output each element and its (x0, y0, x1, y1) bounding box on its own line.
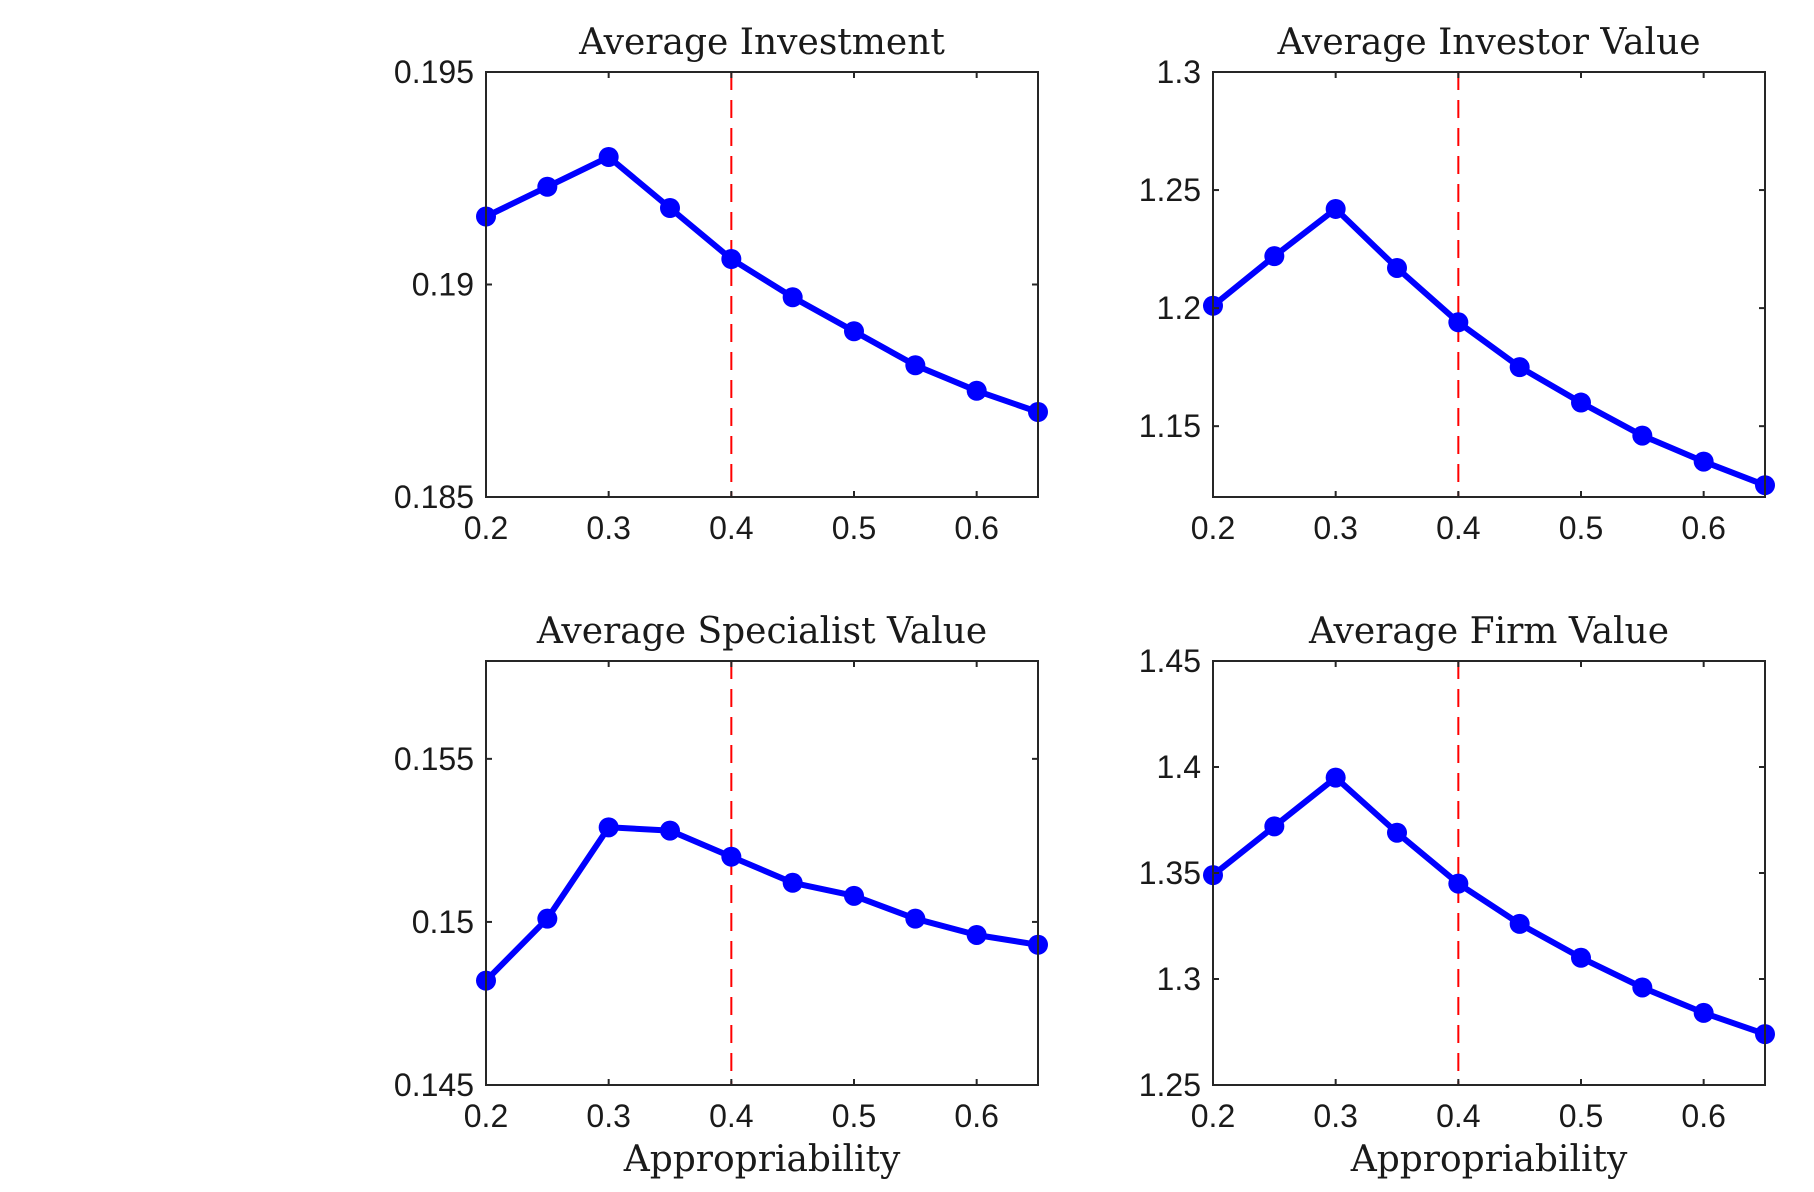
x-axis-label: Appropriability (623, 1139, 901, 1180)
data-point (1632, 425, 1653, 446)
data-point (905, 908, 926, 929)
y-tick-label: 1.35 (1139, 855, 1201, 891)
panel-title: Average Firm Value (1308, 611, 1669, 652)
y-tick-label: 1.2 (1157, 290, 1201, 326)
data-point (782, 872, 803, 893)
y-tick-label: 1.15 (1139, 408, 1201, 444)
panel-title: Average Investment (578, 22, 945, 63)
axes-box (1212, 71, 1766, 498)
x-tick-label: 0.2 (1191, 1098, 1235, 1134)
data-point (1264, 816, 1285, 837)
y-tick-label: 1.45 (1139, 643, 1201, 679)
data-point (1693, 451, 1714, 472)
y-tick-label: 1.3 (1157, 54, 1201, 90)
x-tick-label: 0.2 (464, 510, 508, 546)
x-tick-label: 0.6 (954, 1098, 998, 1134)
panel-2: Average Investor Value 0.2 0.3 0.4 0.5 0.6 1.1… (1139, 22, 1775, 546)
series-line (1210, 774, 1768, 1038)
y-tick-label: 0.185 (394, 479, 474, 515)
x-tick-label: 0.6 (1681, 1098, 1725, 1134)
x-tick-label: 0.2 (464, 1098, 508, 1134)
data-point (1325, 198, 1346, 219)
x-tick-label: 0.6 (1681, 510, 1725, 546)
x-tick-label: 0.3 (586, 1098, 630, 1134)
data-point (721, 249, 742, 269)
series-line (483, 824, 1041, 984)
x-tick-label: 0.4 (1436, 1098, 1480, 1134)
data-point (598, 817, 619, 838)
x-tick-label: 0.3 (1313, 510, 1357, 546)
panel-title: Average Investor Value (1276, 22, 1700, 63)
y-tick-label: 0.15 (412, 904, 474, 940)
panel-3: Average Specialist Value 0.2 0.3 0.4 0.5 0.6 0… (394, 611, 1048, 1180)
axes-box (485, 71, 1039, 498)
data-point (844, 885, 864, 906)
data-point (1509, 913, 1530, 934)
data-point (966, 924, 987, 945)
data-point (905, 355, 926, 376)
x-tick-label: 0.4 (709, 510, 753, 546)
y-tick-label: 1.3 (1157, 961, 1201, 997)
axes-box (485, 660, 1039, 1086)
data-point (660, 820, 680, 841)
x-tick-label: 0.4 (1436, 510, 1480, 546)
y-tick-label: 1.25 (1139, 172, 1201, 208)
x-axis-label: Appropriability (1350, 1139, 1628, 1180)
data-point (1387, 257, 1407, 278)
data-point (1387, 822, 1407, 843)
panel-1: Average Investment 0.2 0.3 0.4 0.5 0.6 0.185 0.… (394, 22, 1048, 546)
y-tick-label: 0.19 (412, 267, 474, 303)
y-tick-label: 0.155 (394, 741, 474, 777)
x-tick-label: 0.5 (832, 1098, 876, 1134)
y-tick-label: 1.4 (1157, 749, 1201, 785)
panel-title: Average Specialist Value (536, 611, 987, 652)
series-line (1210, 205, 1768, 489)
x-tick-label: 0.2 (1191, 510, 1235, 546)
x-tick-label: 0.3 (1313, 1098, 1357, 1134)
series-line (483, 154, 1041, 415)
x-tick-label: 0.4 (709, 1098, 753, 1134)
data-point (782, 287, 803, 308)
panel-4: Average Firm Value 0.2 0.3 0.4 0.5 0.6 1.25 1.3… (1139, 611, 1775, 1180)
x-tick-label: 0.5 (832, 510, 876, 546)
data-point (1693, 1002, 1714, 1023)
x-tick-label: 0.3 (586, 510, 630, 546)
data-point (1571, 947, 1591, 968)
y-tick-label: 0.195 (394, 54, 474, 90)
x-tick-label: 0.5 (1559, 1098, 1603, 1134)
data-point (1448, 873, 1469, 894)
data-point (844, 321, 864, 342)
data-point (966, 380, 987, 401)
data-point (537, 908, 558, 929)
x-tick-label: 0.5 (1559, 510, 1603, 546)
data-point (598, 147, 619, 167)
data-point (1448, 312, 1469, 333)
data-point (660, 198, 680, 218)
y-tick-label: 1.25 (1139, 1067, 1201, 1103)
axes-box (1212, 660, 1766, 1086)
data-point (1632, 977, 1653, 998)
data-point (1264, 246, 1285, 267)
x-tick-label: 0.6 (954, 510, 998, 546)
data-point (1325, 767, 1346, 788)
data-point (537, 176, 558, 197)
y-tick-label: 0.145 (394, 1067, 474, 1103)
data-point (721, 846, 742, 867)
data-point (1509, 357, 1530, 378)
data-point (1571, 392, 1591, 413)
